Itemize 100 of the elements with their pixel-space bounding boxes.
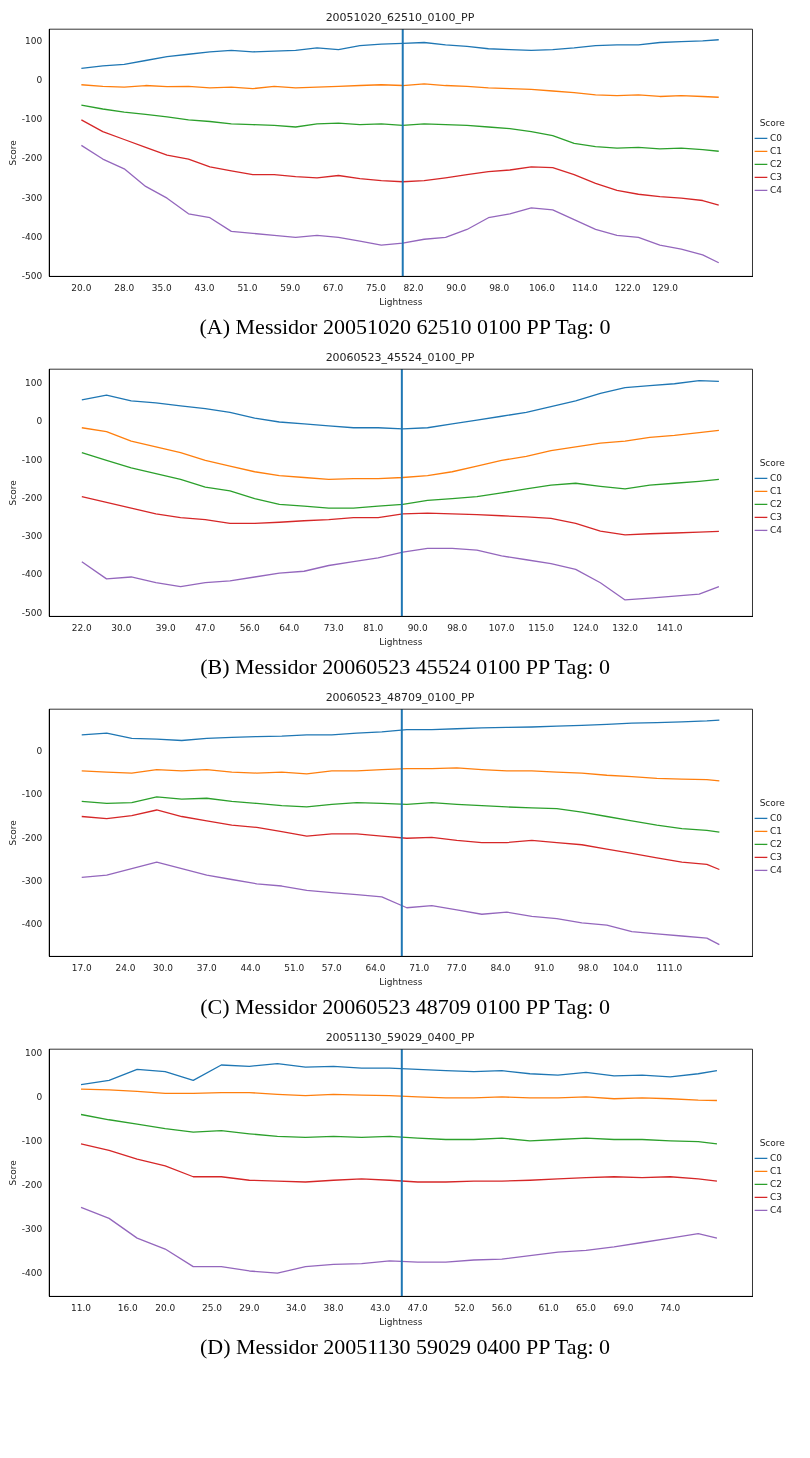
y-tick-label: -200	[21, 1179, 43, 1190]
x-tick-label: 64.0	[365, 963, 386, 974]
x-tick-label: 44.0	[240, 963, 261, 974]
x-tick-label: 22.0	[71, 623, 93, 634]
legend-label: C1	[769, 145, 783, 156]
y-tick-label: -300	[21, 876, 43, 887]
x-tick-label: 17.0	[71, 963, 93, 974]
legend-label: C4	[769, 184, 783, 195]
x-tick-label: 129.0	[652, 283, 679, 294]
x-tick-label: 20.0	[155, 1303, 176, 1314]
y-tick-label: 0	[36, 75, 43, 86]
x-tick-label: 52.0	[454, 1303, 475, 1314]
x-tick-label: 29.0	[239, 1303, 260, 1314]
chart-title: 20060523_48709_0100_PP	[325, 691, 475, 705]
legend-label: C0	[769, 812, 783, 823]
y-tick-label: -100	[21, 1136, 43, 1147]
x-tick-label: 56.0	[491, 1303, 513, 1314]
y-tick-label: -200	[21, 153, 43, 164]
legend-label: C1	[769, 825, 783, 836]
y-tick-label: -500	[21, 607, 43, 618]
y-tick-label: 0	[36, 1092, 43, 1103]
x-tick-label: 43.0	[194, 283, 215, 294]
y-tick-label: 100	[25, 1048, 43, 1059]
chart-title: 20060523_45524_0100_PP	[325, 351, 475, 365]
legend-label: C2	[769, 158, 783, 169]
x-tick-label: 122.0	[614, 283, 641, 294]
legend-label: C0	[769, 1152, 783, 1163]
x-tick-label: 20.0	[71, 283, 92, 294]
y-axis-title: Score	[7, 1159, 18, 1186]
x-tick-label: 24.0	[115, 963, 136, 974]
x-tick-label: 69.0	[613, 1303, 634, 1314]
x-tick-label: 65.0	[576, 1303, 597, 1314]
x-axis-title: Lightness	[379, 1316, 423, 1327]
x-axis-title: Lightness	[379, 296, 423, 307]
x-tick-label: 37.0	[196, 963, 218, 974]
x-tick-label: 104.0	[612, 963, 639, 974]
legend-label: C3	[769, 171, 783, 182]
x-tick-label: 84.0	[490, 963, 511, 974]
x-tick-label: 56.0	[239, 623, 261, 634]
y-tick-label: 0	[36, 745, 43, 756]
text: (B) Messidor 20060523 45524 0100 PP Tag: 0	[199, 654, 611, 680]
legend-label: C2	[769, 498, 783, 509]
legend-label: C3	[769, 1191, 783, 1202]
legend-title: Score	[759, 117, 786, 128]
y-tick-label: -400	[21, 919, 43, 930]
y-tick-label: -200	[21, 832, 43, 843]
x-tick-label: 81.0	[363, 623, 384, 634]
y-tick-label: 0	[36, 416, 43, 427]
x-tick-label: 43.0	[370, 1303, 391, 1314]
chart-title: 20051020_62510_0100_PP	[325, 11, 475, 25]
legend-label: C4	[769, 1204, 783, 1215]
x-tick-label: 111.0	[656, 963, 683, 974]
legend-label: C0	[769, 472, 783, 483]
x-tick-label: 59.0	[280, 283, 301, 294]
legend-label: C4	[769, 864, 783, 875]
legend-label: C1	[769, 485, 783, 496]
y-tick-label: -300	[21, 1223, 43, 1234]
y-tick-label: -100	[21, 789, 43, 800]
x-tick-label: 98.0	[447, 623, 468, 634]
legend-label: C1	[769, 1165, 783, 1176]
legend-label: C2	[769, 838, 783, 849]
x-axis-title: Lightness	[379, 636, 423, 647]
x-tick-label: 39.0	[155, 623, 177, 634]
x-tick-label: 74.0	[660, 1303, 681, 1314]
y-tick-label: -300	[21, 192, 43, 203]
x-tick-label: 90.0	[446, 283, 467, 294]
y-tick-label: 100	[25, 36, 43, 47]
text: (D) Messidor 20051130 59029 0400 PP Tag: 0	[198, 1334, 612, 1360]
x-tick-label: 38.0	[323, 1303, 344, 1314]
x-tick-label: 98.0	[489, 283, 510, 294]
x-tick-label: 77.0	[446, 963, 468, 974]
y-axis-title: Score	[7, 479, 18, 506]
y-tick-label: -100	[21, 454, 43, 465]
legend-label: C3	[769, 851, 783, 862]
x-tick-label: 30.0	[111, 623, 132, 634]
legend-label: C0	[769, 132, 783, 143]
x-tick-label: 67.0	[323, 283, 344, 294]
legend-label: C4	[769, 524, 783, 535]
x-tick-label: 34.0	[286, 1303, 307, 1314]
x-tick-label: 11.0	[71, 1303, 92, 1314]
x-tick-label: 64.0	[279, 623, 300, 634]
legend-title: Score	[759, 457, 786, 468]
y-tick-label: -300	[21, 531, 43, 542]
x-tick-label: 114.0	[571, 283, 598, 294]
x-tick-label: 141.0	[656, 623, 683, 634]
y-tick-label: -500	[21, 270, 43, 281]
y-tick-label: 100	[25, 378, 43, 389]
x-tick-label: 115.0	[528, 623, 555, 634]
x-tick-label: 132.0	[612, 623, 639, 634]
x-tick-label: 16.0	[117, 1303, 139, 1314]
x-tick-label: 75.0	[365, 283, 387, 294]
x-tick-label: 71.0	[409, 963, 430, 974]
x-tick-label: 51.0	[284, 963, 305, 974]
x-tick-label: 28.0	[114, 283, 135, 294]
x-tick-label: 47.0	[407, 1303, 428, 1314]
legend-title: Score	[759, 797, 786, 808]
x-tick-label: 47.0	[195, 623, 216, 634]
y-tick-label: -100	[21, 114, 43, 125]
legend-label: C3	[769, 511, 783, 522]
chart-title: 20051130_59029_0400_PP	[325, 1031, 475, 1045]
